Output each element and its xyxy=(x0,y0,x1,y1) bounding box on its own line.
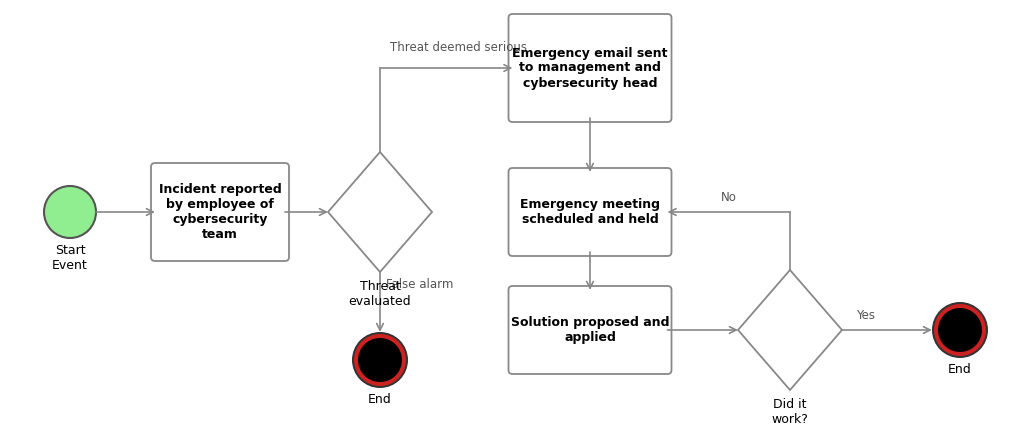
Circle shape xyxy=(934,304,986,356)
FancyBboxPatch shape xyxy=(509,168,672,256)
Text: Emergency email sent
to management and
cybersecurity head: Emergency email sent to management and c… xyxy=(512,47,668,89)
Text: Yes: Yes xyxy=(856,309,874,322)
Polygon shape xyxy=(738,270,842,390)
Text: Emergency meeting
scheduled and held: Emergency meeting scheduled and held xyxy=(520,198,660,226)
FancyBboxPatch shape xyxy=(509,14,672,122)
FancyBboxPatch shape xyxy=(151,163,289,261)
Circle shape xyxy=(932,302,988,358)
Text: End: End xyxy=(948,363,972,376)
Text: Solution proposed and
applied: Solution proposed and applied xyxy=(511,316,670,344)
Circle shape xyxy=(358,338,402,382)
Circle shape xyxy=(352,332,408,388)
Text: No: No xyxy=(721,191,736,204)
Text: Threat deemed serious: Threat deemed serious xyxy=(390,41,527,54)
Circle shape xyxy=(938,308,982,352)
Text: False alarm: False alarm xyxy=(386,278,454,291)
Polygon shape xyxy=(328,152,432,272)
Circle shape xyxy=(354,334,406,386)
Circle shape xyxy=(44,186,96,238)
Text: End: End xyxy=(368,393,392,406)
Text: Incident reported
by employee of
cybersecurity
team: Incident reported by employee of cyberse… xyxy=(159,183,282,241)
Text: Start
Event: Start Event xyxy=(52,244,88,272)
Text: Did it
work?: Did it work? xyxy=(771,398,808,424)
Text: Threat
evaluated: Threat evaluated xyxy=(349,280,412,308)
FancyBboxPatch shape xyxy=(509,286,672,374)
